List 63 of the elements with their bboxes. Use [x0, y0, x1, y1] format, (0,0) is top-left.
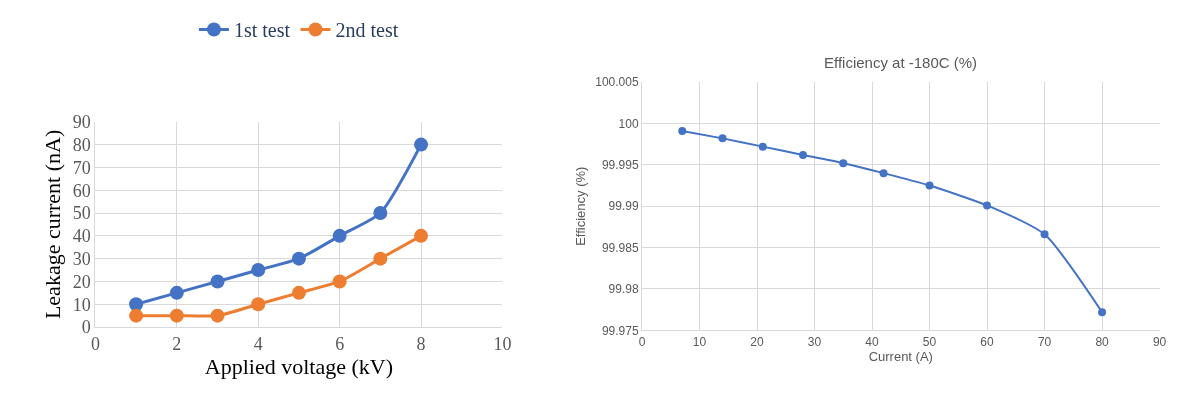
point: [983, 201, 992, 210]
x-tick-label: 50: [922, 334, 937, 349]
point: [332, 274, 347, 289]
y-tick-label: 100.005: [595, 75, 639, 90]
y-tick-label: 99.98: [608, 282, 639, 297]
y-tick-label: 100: [618, 116, 639, 131]
point: [210, 274, 225, 289]
point: [1098, 308, 1107, 317]
point: [373, 251, 388, 266]
x-tick-label: 8: [416, 333, 426, 354]
legend-label: 1st test: [233, 19, 291, 42]
x-tick-label: 80: [1095, 334, 1110, 349]
x-tick-label: 30: [807, 334, 822, 349]
point: [879, 169, 888, 178]
point: [1040, 230, 1049, 239]
point: [414, 137, 429, 152]
y-tick-label: 99.99: [608, 199, 639, 214]
point: [839, 159, 848, 168]
point: [678, 126, 687, 135]
point: [210, 308, 225, 323]
chart-title: Efficiency at -180C (%): [824, 54, 978, 71]
y-tick-label: 99.975: [601, 323, 639, 338]
point: [251, 297, 266, 312]
x-axis-title: Applied voltage (kV): [204, 353, 394, 379]
x-tick-label: 2: [172, 333, 182, 354]
x-tick-label: 90: [1152, 334, 1167, 349]
point: [799, 150, 808, 159]
y-tick-label: 30: [72, 248, 91, 269]
x-tick-label: 20: [750, 334, 765, 349]
legend-label: 2nd test: [335, 19, 399, 42]
point: [129, 297, 144, 312]
point: [332, 228, 347, 243]
x-tick-label: 10: [493, 333, 512, 354]
x-axis-title: Current (A): [868, 349, 933, 365]
point: [291, 251, 306, 266]
point: [718, 134, 727, 143]
y-tick-label: 90: [72, 112, 91, 133]
point: [251, 263, 266, 278]
point: [169, 308, 184, 323]
point: [129, 308, 144, 323]
y-tick-label: 50: [72, 203, 91, 224]
x-tick-label: 10: [692, 334, 707, 349]
y-tick-label: 40: [72, 226, 91, 247]
point: [758, 142, 767, 151]
y-tick-label: 10: [72, 294, 91, 315]
x-tick-label: 4: [253, 333, 263, 354]
y-axis-title: Leakage current (nA): [39, 129, 65, 320]
y-tick-label: 60: [72, 180, 91, 201]
y-tick-label: 99.985: [601, 240, 639, 255]
point: [291, 285, 306, 300]
x-tick-label: 60: [980, 334, 995, 349]
y-tick-label: 80: [72, 134, 91, 155]
y-tick-label: 99.995: [601, 158, 639, 173]
point: [414, 228, 429, 243]
point: [169, 285, 184, 300]
point: [925, 181, 934, 190]
y-tick-label: 20: [72, 271, 91, 292]
y-axis-title: Efficiency (%): [573, 166, 589, 246]
x-tick-label: 6: [335, 333, 345, 354]
x-tick-label: 70: [1037, 334, 1052, 349]
point: [373, 206, 388, 221]
y-tick-label: 70: [72, 157, 91, 178]
x-tick-label: 40: [865, 334, 880, 349]
